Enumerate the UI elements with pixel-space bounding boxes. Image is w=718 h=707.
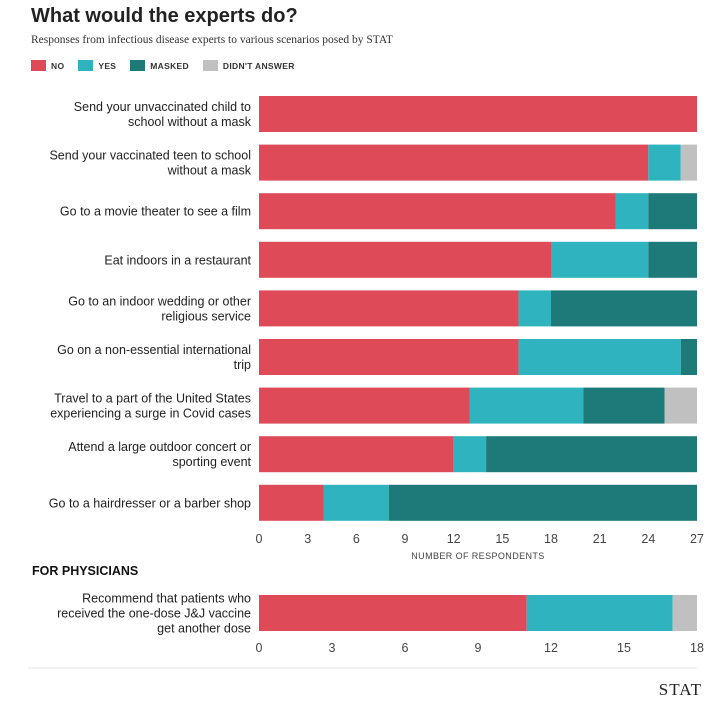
x-tick-main-0: 0 — [256, 532, 263, 546]
category-label-physicians-0-line-0: Recommend that patients who — [82, 592, 251, 606]
category-label-physicians-0-line-2: get another dose — [157, 622, 251, 636]
x-tick-physicians-0: 0 — [256, 641, 263, 655]
bar-main-5-masked — [680, 339, 697, 375]
x-tick-main-6: 6 — [353, 532, 360, 546]
legend-item-no: NO — [31, 60, 64, 71]
legend-label-yes: YES — [98, 60, 117, 71]
legend-label-masked: MASKED — [150, 60, 189, 71]
x-tick-main-21: 21 — [593, 532, 607, 546]
category-label-physicians-0-line-1: received the one-dose J&J vaccine — [57, 607, 251, 621]
chart-subtitle: Responses from infectious disease expert… — [31, 34, 393, 46]
legend-item-didnt-answer: DIDN'T ANSWER — [202, 60, 295, 71]
bar-main-7-no — [259, 436, 454, 473]
bar-physicians-0-no — [259, 595, 527, 631]
x-tick-main-18: 18 — [544, 532, 558, 546]
x-tick-main-12: 12 — [447, 532, 461, 546]
bar-physicians-0-didn-t-answer — [672, 595, 697, 631]
x-tick-physicians-12: 12 — [544, 641, 558, 655]
category-label-main-8-line-0: Go to a hairdresser or a barber shop — [49, 496, 251, 510]
x-tick-main-9: 9 — [402, 532, 409, 546]
bar-main-8-yes — [323, 484, 389, 521]
category-label-main-7-line-1: sporting event — [172, 455, 251, 469]
bar-main-3-yes — [551, 241, 649, 278]
bar-main-5-no — [259, 339, 519, 375]
bar-main-2-no — [259, 193, 616, 230]
category-label-main-6-line-0: Travel to a part of the United States — [54, 392, 251, 406]
bar-main-8-no — [259, 484, 324, 521]
legend-label-no: NO — [51, 60, 65, 71]
bar-main-3-no — [259, 241, 551, 278]
bar-main-7-masked — [486, 436, 697, 473]
legend: NO YES MASKED DIDN'T ANSWER — [31, 60, 309, 71]
category-label-main-4-line-1: religious service — [161, 309, 251, 323]
category-label-main-0-line-1: school without a mask — [128, 115, 252, 129]
x-tick-physicians-6: 6 — [402, 641, 409, 655]
bar-main-5-yes — [518, 339, 681, 375]
section-title-for-physicians: FOR PHYSICIANS — [32, 564, 138, 578]
bar-main-4-masked — [551, 290, 697, 327]
category-label-main-0-line-0: Send your unvaccinated child to — [74, 100, 251, 114]
legend-item-yes: YES — [78, 60, 116, 71]
x-tick-physicians-9: 9 — [475, 641, 482, 655]
bar-main-0-no — [259, 96, 697, 132]
bar-main-1-no — [259, 144, 649, 181]
category-label-main-6-line-1: experiencing a surge in Covid cases — [50, 407, 251, 421]
legend-item-masked: MASKED — [130, 60, 189, 71]
x-tick-main-15: 15 — [495, 532, 509, 546]
x-tick-main-24: 24 — [641, 532, 655, 546]
bar-main-8-masked — [388, 484, 697, 521]
x-tick-physicians-3: 3 — [329, 641, 336, 655]
bar-main-6-no — [259, 387, 470, 424]
brand-logo: STAT — [658, 680, 702, 699]
bar-main-2-yes — [615, 193, 649, 230]
bar-main-6-yes — [469, 387, 584, 424]
x-tick-physicians-18: 18 — [690, 641, 704, 655]
bar-main-7-yes — [453, 436, 487, 473]
legend-label-didnt-answer: DIDN'T ANSWER — [222, 60, 295, 71]
legend-swatch-no — [31, 60, 46, 71]
x-tick-main-3: 3 — [304, 532, 311, 546]
category-label-main-2-line-0: Go to a movie theater to see a film — [60, 205, 251, 219]
bar-main-4-no — [259, 290, 519, 327]
x-tick-physicians-15: 15 — [617, 641, 631, 655]
category-label-main-1-line-1: without a mask — [167, 164, 252, 178]
bar-main-3-masked — [648, 241, 697, 278]
chart-title: What would the experts do? — [31, 5, 298, 27]
bar-main-6-didn-t-answer — [664, 387, 697, 424]
bar-main-1-didn-t-answer — [680, 144, 697, 181]
bar-physicians-0-yes — [526, 595, 673, 631]
bar-main-1-yes — [648, 144, 681, 181]
bar-main-4-yes — [518, 290, 551, 327]
category-label-main-4-line-0: Go to an indoor wedding or other — [68, 294, 251, 308]
category-label-main-3-line-0: Eat indoors in a restaurant — [104, 253, 251, 267]
bar-main-2-masked — [648, 193, 697, 230]
x-tick-main-27: 27 — [690, 532, 704, 546]
legend-swatch-yes — [78, 60, 94, 71]
category-label-main-7-line-0: Attend a large outdoor concert or — [68, 440, 251, 454]
legend-swatch-masked — [130, 60, 146, 71]
category-label-main-5-line-0: Go on a non-essential international — [57, 343, 251, 357]
x-axis-title: NUMBER OF RESPONDENTS — [411, 551, 544, 561]
category-label-main-5-line-1: trip — [234, 358, 251, 372]
legend-swatch-didnt-answer — [202, 60, 218, 71]
category-label-main-1-line-0: Send your vaccinated teen to school — [49, 149, 251, 163]
bar-main-6-masked — [583, 387, 665, 424]
